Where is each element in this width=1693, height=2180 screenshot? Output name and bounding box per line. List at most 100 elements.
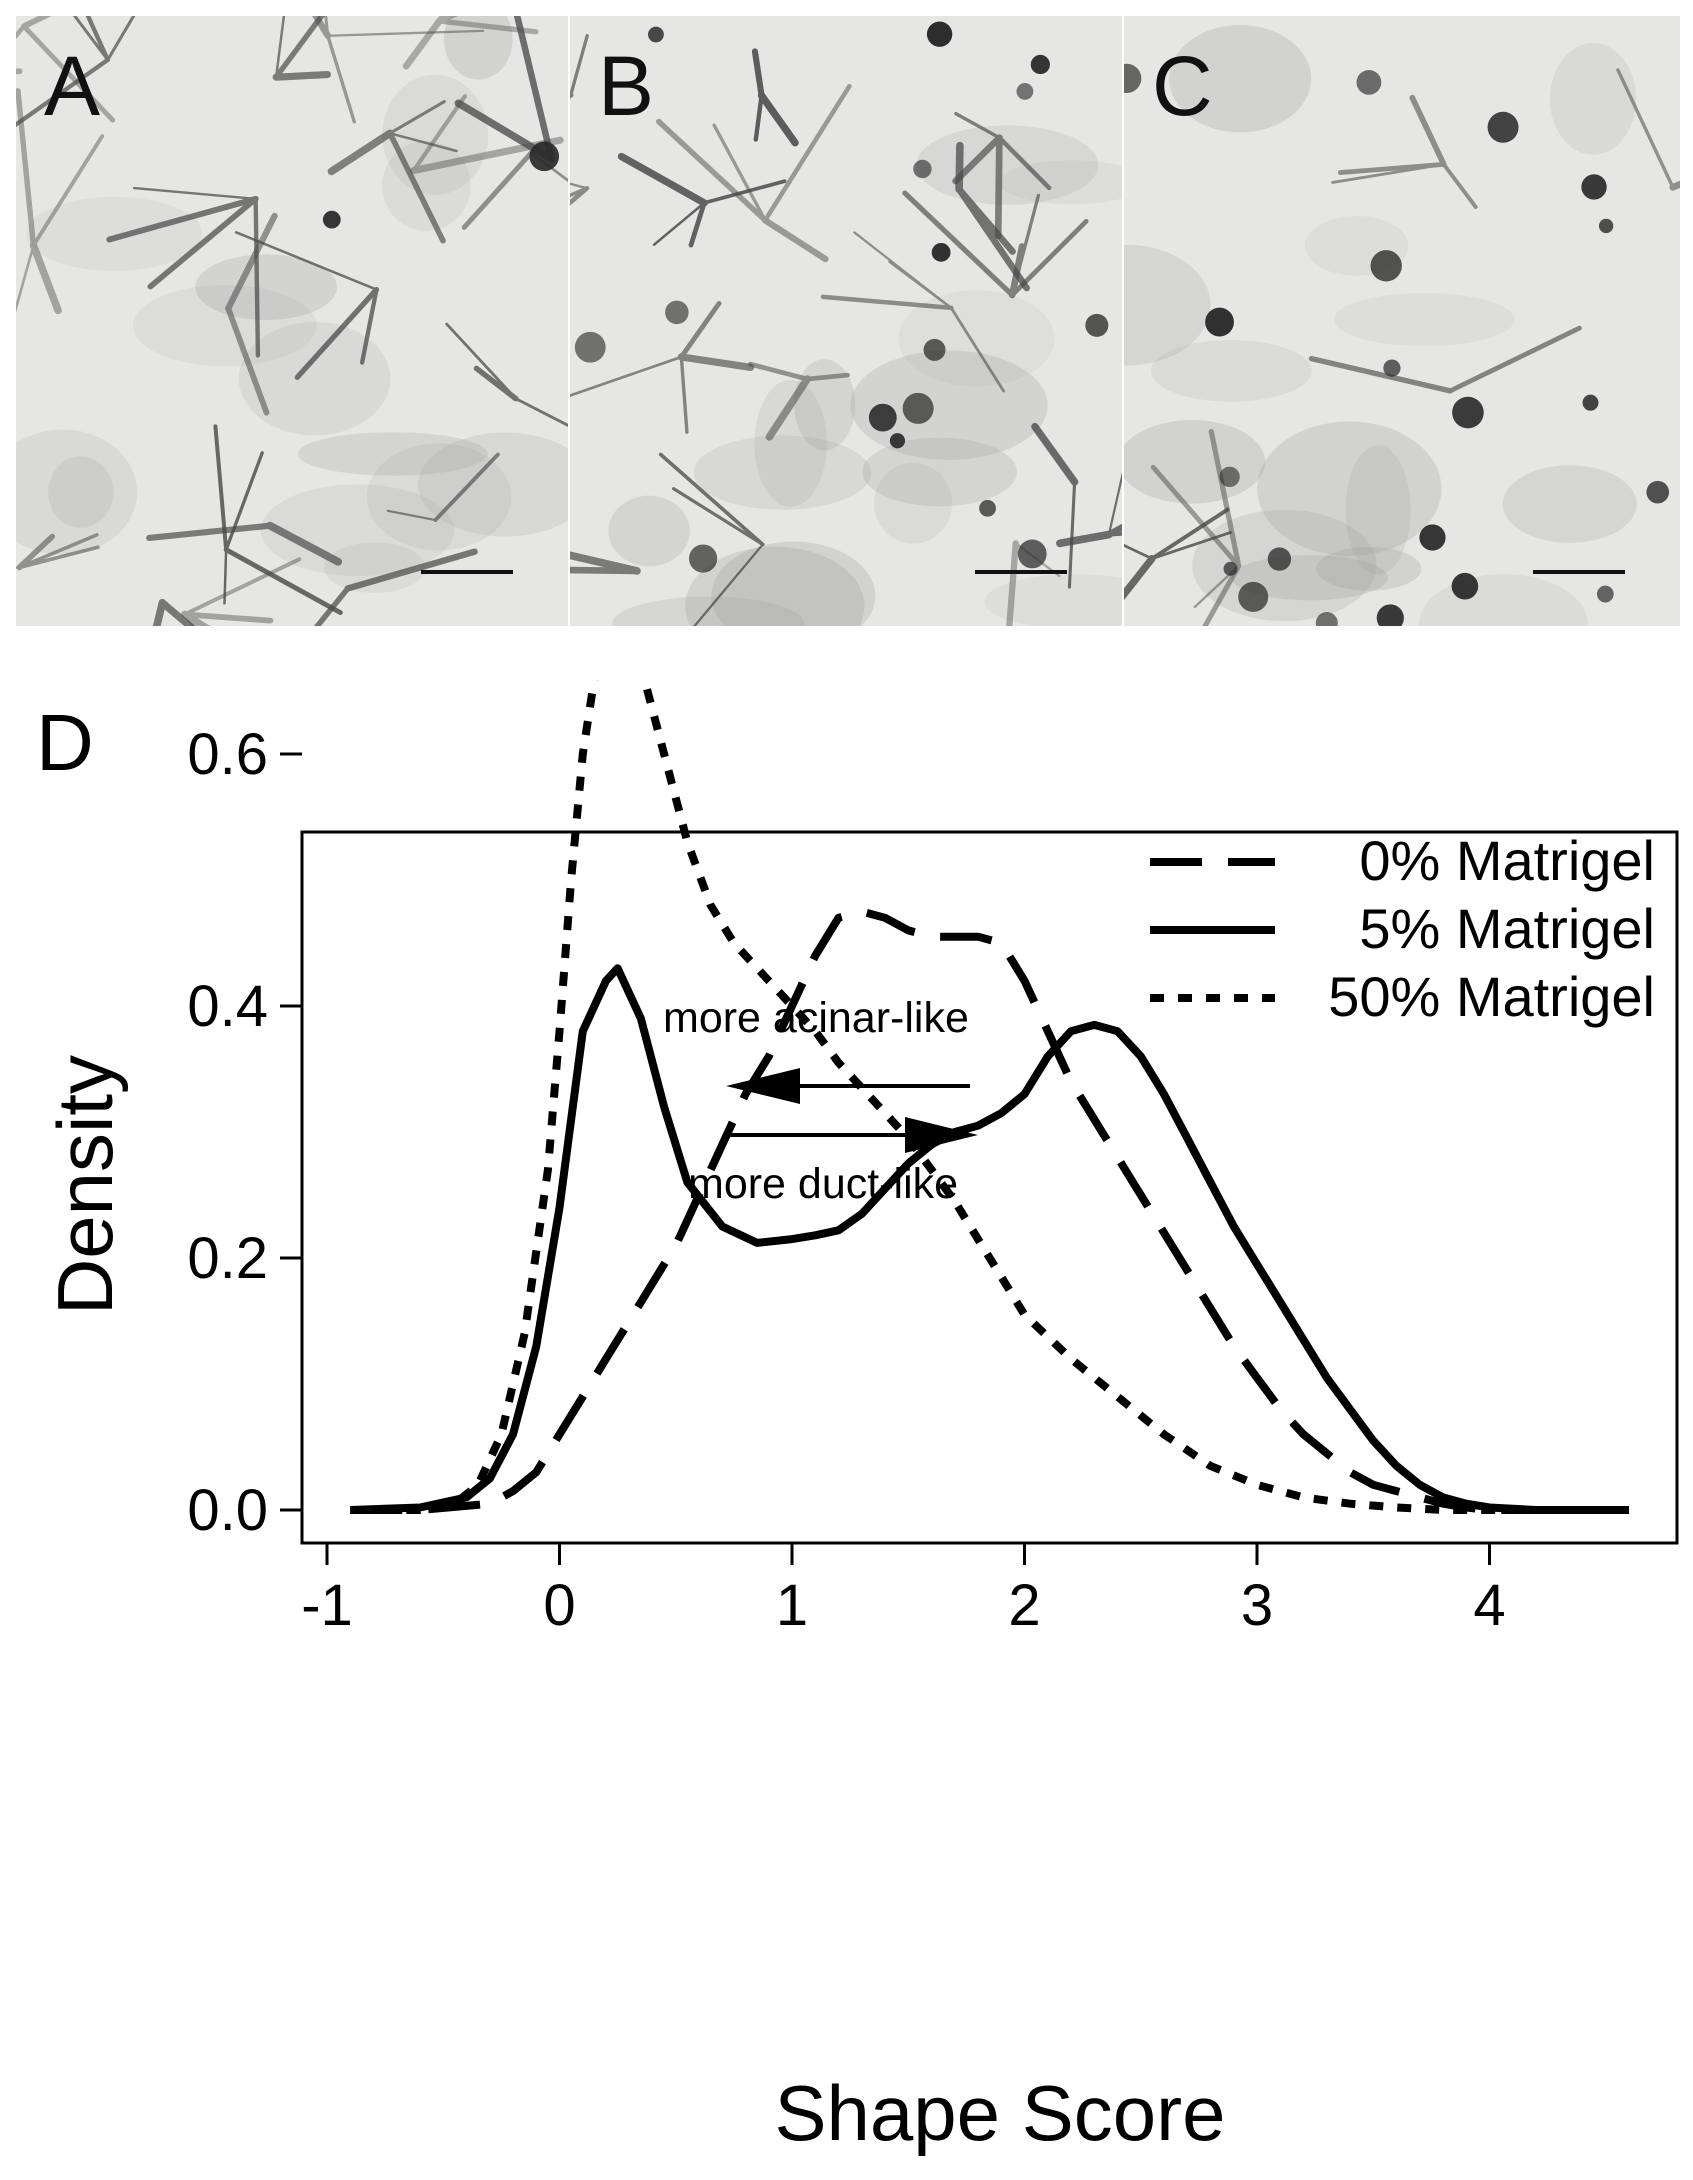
micrograph-strip: A B C: [16, 16, 1680, 626]
series-line-1: [350, 907, 1629, 1514]
branched-cell: [402, 16, 539, 70]
round-cell: [688, 544, 718, 573]
y-tick-label: 0.4: [187, 974, 268, 1039]
blur-blob: [711, 541, 876, 626]
blur-blob: [1502, 465, 1637, 543]
round-cell: [1030, 54, 1050, 75]
branched-cell: [225, 212, 278, 416]
branched-cell: [570, 34, 589, 99]
branched-cell: [313, 548, 478, 626]
blur-blob: [862, 437, 1018, 507]
blur-blob: [1549, 43, 1637, 155]
branched-cell: [1124, 507, 1232, 601]
branched-cell: [1056, 471, 1122, 548]
round-cell: [923, 338, 946, 361]
blur-blob: [26, 196, 203, 271]
branched-cell: [386, 452, 500, 522]
legend-label: 5% Matrigel: [1359, 897, 1655, 960]
branched-cell: [751, 48, 799, 147]
round-cell: [926, 21, 953, 47]
branched-cell: [570, 300, 755, 434]
branched-cell: [16, 88, 105, 315]
round-cell: [913, 159, 932, 179]
branched-cell: [1308, 325, 1582, 394]
blur-blob: [132, 285, 317, 367]
branched-cell: [570, 182, 590, 206]
branched-cell: [955, 141, 1030, 292]
blur-blob: [1345, 445, 1411, 575]
round-cell: [1582, 394, 1599, 411]
series-line-2: [350, 964, 1629, 1514]
y-tick-label: 0.2: [187, 1226, 268, 1291]
blur-blob: [984, 574, 1122, 626]
blur-blob: [366, 443, 512, 551]
x-tick-label: 4: [1473, 1573, 1505, 1638]
round-cell: [648, 26, 664, 43]
scale-bar-a: [421, 570, 513, 574]
branched-cell: [181, 557, 302, 626]
micrograph-panel-c: C: [1124, 16, 1680, 626]
branched-cell: [152, 598, 196, 626]
branched-cell: [820, 231, 1006, 393]
round-cell: [1315, 612, 1338, 626]
round-cell: [868, 403, 897, 432]
branched-cell: [327, 100, 458, 244]
branched-cell: [16, 16, 116, 123]
round-cell: [1016, 83, 1034, 100]
branched-cell: [272, 16, 332, 81]
blur-blob: [297, 432, 488, 476]
micrograph-image-a: [16, 16, 568, 626]
plot-frame: [300, 830, 1679, 1545]
x-tick-label: -1: [301, 1573, 353, 1638]
round-cell: [1487, 111, 1519, 143]
round-cell: [1124, 63, 1142, 94]
micrograph-image-b: [570, 16, 1122, 626]
y-axis: 0.00.20.40.60.8: [187, 470, 302, 1543]
branched-cell: [312, 16, 485, 124]
annotations: more acinar-like more duct-like: [663, 994, 978, 1208]
round-cell: [665, 300, 689, 325]
micrograph-image-c: [1124, 16, 1680, 626]
branched-cell: [1331, 94, 1478, 209]
panel-label-b: B: [598, 39, 655, 133]
x-tick-label: 3: [1241, 1573, 1273, 1638]
panel-label-a: A: [44, 39, 101, 133]
blur-blob: [238, 321, 391, 436]
blur-blob: [418, 432, 568, 537]
round-cell: [529, 141, 560, 172]
round-cell: [1223, 561, 1238, 576]
round-cell: [1383, 359, 1401, 377]
arrow-right-head: [905, 1117, 978, 1153]
round-cell: [1085, 313, 1109, 337]
blur-blob: [48, 456, 114, 528]
round-cell: [979, 499, 996, 517]
round-cell: [1451, 572, 1479, 600]
blur-blob: [16, 429, 138, 555]
round-cell: [1376, 604, 1404, 626]
blur-blob: [608, 495, 690, 567]
blur-blob: [1169, 25, 1312, 133]
round-cell: [1267, 547, 1292, 571]
round-cell: [574, 331, 606, 363]
branched-cell: [1616, 68, 1680, 191]
blur-blob: [1124, 244, 1211, 366]
branched-cell: [658, 452, 765, 626]
blur-blob: [1150, 340, 1312, 402]
round-cell: [1219, 466, 1240, 488]
legend-label: 0% Matrigel: [1359, 829, 1655, 892]
round-cell: [1419, 524, 1446, 551]
branched-cell: [617, 152, 787, 248]
blur-blob: [1316, 546, 1422, 591]
blur-blob: [260, 484, 455, 577]
branched-cell: [1031, 422, 1079, 589]
series-line-3: [350, 617, 1629, 1514]
y-axis-label: Density: [41, 1055, 129, 1315]
branched-cell: [570, 551, 641, 575]
blur-blob: [850, 350, 1048, 460]
y-tick-label: 0.0: [187, 1478, 268, 1543]
x-tick-label: 2: [1008, 1573, 1040, 1638]
blur-blob: [1333, 293, 1515, 347]
